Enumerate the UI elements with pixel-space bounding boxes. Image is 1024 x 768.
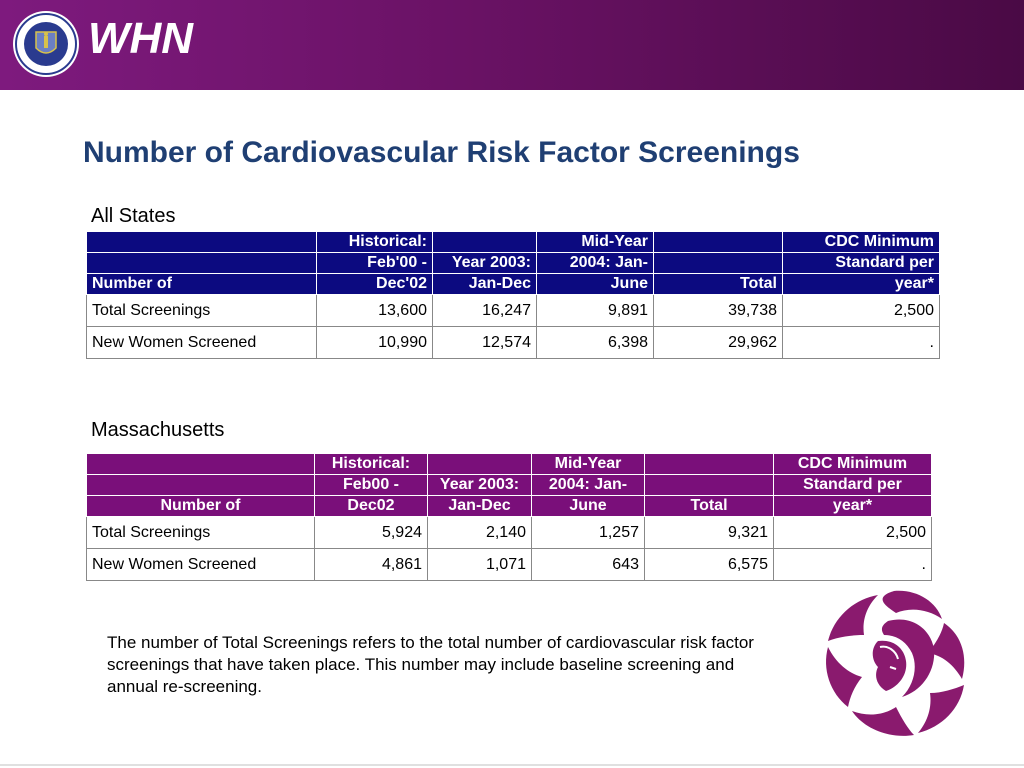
row-label: Total Screenings — [86, 294, 317, 327]
table-row: New Women Screened 10,990 12,574 6,398 2… — [86, 326, 940, 359]
header-cell — [86, 453, 315, 475]
table-cell: 1,257 — [531, 516, 645, 549]
header-cell: 2004: Jan- — [531, 474, 645, 496]
bottom-divider — [0, 764, 1024, 766]
header-cell: Total — [644, 495, 774, 517]
header-cell: Number of — [86, 273, 317, 295]
header-cell: Number of — [86, 495, 315, 517]
table-header-row: Feb'00 - Year 2003: 2004: Jan- Standard … — [86, 252, 940, 274]
header-cell — [432, 231, 537, 253]
table-cell: 29,962 — [653, 326, 783, 359]
table-cell: 9,891 — [536, 294, 654, 327]
table-cell: 2,500 — [782, 294, 940, 327]
table-header-row: Historical: Mid-Year CDC Minimum — [86, 453, 932, 475]
table-cell: . — [782, 326, 940, 359]
brand-name: WHN — [88, 14, 194, 63]
page-title: Number of Cardiovascular Risk Factor Scr… — [83, 136, 800, 169]
section-label-all-states: All States — [91, 205, 176, 227]
header-cell — [86, 474, 315, 496]
massachusetts-table: Historical: Mid-Year CDC Minimum Feb00 -… — [86, 453, 932, 581]
header-cell: Jan-Dec — [432, 273, 537, 295]
header-cell: Dec02 — [314, 495, 428, 517]
table-cell: 5,924 — [314, 516, 428, 549]
table-cell: 9,321 — [644, 516, 774, 549]
table-header-row: Feb00 - Year 2003: 2004: Jan- Standard p… — [86, 474, 932, 496]
header-cell — [653, 231, 783, 253]
row-label: Total Screenings — [86, 516, 315, 549]
table-cell: . — [773, 548, 932, 581]
table-cell: 2,500 — [773, 516, 932, 549]
header-cell: Dec'02 — [316, 273, 433, 295]
header-cell — [653, 252, 783, 274]
header-cell: Year 2003: — [432, 252, 537, 274]
table-cell: 16,247 — [432, 294, 537, 327]
footnote-text: The number of Total Screenings refers to… — [107, 633, 754, 696]
table-row: New Women Screened 4,861 1,071 643 6,575… — [86, 548, 932, 581]
header-cell: year* — [773, 495, 932, 517]
header-cell: CDC Minimum — [773, 453, 932, 475]
table-header-row: Number of Dec02 Jan-Dec June Total year* — [86, 495, 932, 517]
row-label: New Women Screened — [86, 326, 317, 359]
table-header-row: Number of Dec'02 Jan-Dec June Total year… — [86, 273, 940, 295]
header-cell: Feb00 - — [314, 474, 428, 496]
table-row: Total Screenings 13,600 16,247 9,891 39,… — [86, 294, 940, 327]
header-cell: year* — [782, 273, 940, 295]
header-cell: Feb'00 - — [316, 252, 433, 274]
header-cell: Year 2003: — [427, 474, 532, 496]
header-cell: June — [536, 273, 654, 295]
table-cell: 6,575 — [644, 548, 774, 581]
header-cell: CDC Minimum — [782, 231, 940, 253]
header-cell — [644, 453, 774, 475]
header-cell: June — [531, 495, 645, 517]
header-cell — [86, 252, 317, 274]
section-label-massachusetts: Massachusetts — [91, 419, 225, 441]
header-cell — [427, 453, 532, 475]
table-cell: 12,574 — [432, 326, 537, 359]
header-cell: Historical: — [314, 453, 428, 475]
flower-face-logo-icon — [826, 590, 965, 736]
table-cell: 4,861 — [314, 548, 428, 581]
header-cell: 2004: Jan- — [536, 252, 654, 274]
header-cell: Mid-Year — [531, 453, 645, 475]
table-cell: 13,600 — [316, 294, 433, 327]
table-header-row: Historical: Mid-Year CDC Minimum — [86, 231, 940, 253]
header-cell: Mid-Year — [536, 231, 654, 253]
header-cell: Standard per — [773, 474, 932, 496]
header-cell: Jan-Dec — [427, 495, 532, 517]
table-cell: 10,990 — [316, 326, 433, 359]
header-cell: Total — [653, 273, 783, 295]
table-row: Total Screenings 5,924 2,140 1,257 9,321… — [86, 516, 932, 549]
table-cell: 643 — [531, 548, 645, 581]
table-cell: 6,398 — [536, 326, 654, 359]
massachusetts-seal-icon — [13, 11, 79, 77]
row-label: New Women Screened — [86, 548, 315, 581]
table-cell: 39,738 — [653, 294, 783, 327]
header-cell — [644, 474, 774, 496]
header-cell: Historical: — [316, 231, 433, 253]
table-cell: 2,140 — [427, 516, 532, 549]
header-bar: WHN — [0, 0, 1024, 90]
header-cell — [86, 231, 317, 253]
table-cell: 1,071 — [427, 548, 532, 581]
all-states-table: Historical: Mid-Year CDC Minimum Feb'00 … — [86, 231, 940, 359]
header-cell: Standard per — [782, 252, 940, 274]
